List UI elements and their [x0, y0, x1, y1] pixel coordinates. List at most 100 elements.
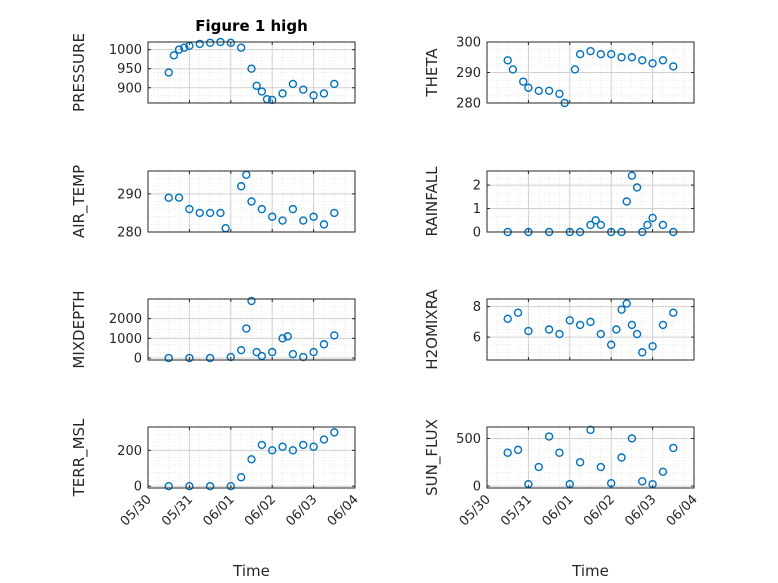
data-point: [236, 345, 246, 355]
y-axis-label: AIR_TEMP: [70, 165, 89, 238]
data-point: [658, 56, 668, 65]
data-point: [669, 62, 678, 71]
data-point: [586, 317, 595, 327]
data-point: [503, 314, 512, 324]
data-point: [669, 443, 678, 453]
data-point: [627, 320, 637, 330]
data-point: [607, 479, 616, 488]
data-point: [247, 197, 256, 206]
y-tick-label: 290: [117, 187, 142, 202]
data-point: [257, 87, 267, 96]
data-point: [596, 220, 606, 230]
data-point: [330, 208, 339, 218]
data-point: [669, 308, 678, 317]
data-point: [658, 220, 668, 230]
data-point: [575, 50, 585, 59]
axes-frame: [486, 170, 695, 233]
data-point: [236, 182, 246, 191]
data-point: [607, 340, 616, 349]
data-point: [164, 482, 173, 491]
data-point: [508, 65, 518, 74]
data-point: [236, 43, 246, 52]
data-point: [330, 331, 339, 340]
data-point: [252, 81, 261, 91]
y-tick-label: 500: [456, 432, 481, 447]
data-point: [309, 91, 318, 100]
data-point: [195, 208, 204, 218]
y-axis-label: SUN_FLUX: [423, 419, 442, 496]
data-point: [283, 332, 292, 341]
data-point: [226, 482, 236, 491]
data-point: [185, 353, 194, 363]
data-point: [299, 440, 308, 450]
data-point: [607, 50, 616, 59]
data-point: [544, 86, 554, 96]
data-point: [216, 208, 225, 218]
y-tick-label: 0: [473, 480, 481, 495]
y-tick-label: 280: [456, 97, 481, 112]
data-point: [555, 329, 564, 339]
data-point: [180, 43, 189, 52]
axes-frame: [147, 170, 356, 233]
data-point: [226, 38, 236, 47]
y-tick-label: 280: [117, 226, 142, 241]
subplot-air-temp: 280 290 AIR_TEMP: [70, 165, 356, 241]
y-tick-label: 2000: [109, 312, 142, 327]
data-point: [519, 77, 528, 86]
data-point: [524, 83, 533, 92]
data-point: [617, 53, 626, 62]
data-point: [319, 435, 329, 444]
data-point: [638, 477, 647, 486]
data-point: [503, 56, 512, 65]
data-point: [591, 216, 600, 225]
data-point: [612, 325, 621, 334]
data-point: [309, 442, 318, 451]
data-point: [268, 446, 277, 455]
subplot-rainfall: 0 1 2 RAINFALL: [423, 166, 695, 241]
data-point: [622, 299, 631, 308]
data-point: [627, 53, 637, 62]
data-point: [513, 308, 523, 317]
axes-frame: [147, 298, 356, 361]
data-point: [205, 208, 215, 218]
data-point: [257, 440, 267, 450]
data-point: [205, 353, 215, 363]
data-point: [596, 462, 606, 472]
data-point: [555, 89, 564, 99]
y-tick-label: 0: [134, 352, 142, 367]
data-point: [534, 462, 543, 472]
data-point: [575, 320, 585, 330]
data-point: [247, 455, 256, 464]
data-point: [278, 89, 287, 98]
data-point: [319, 340, 329, 349]
data-point: [596, 329, 606, 339]
data-point: [565, 316, 574, 325]
data-point: [278, 334, 287, 343]
data-point: [658, 320, 668, 330]
axes-frame: [486, 41, 695, 104]
data-point: [164, 353, 173, 363]
data-point: [627, 434, 637, 443]
data-point: [268, 212, 277, 221]
data-point: [643, 220, 652, 230]
x-axis-label: Time: [232, 562, 270, 580]
data-point: [632, 329, 642, 339]
data-point: [205, 38, 215, 47]
data-point: [169, 51, 179, 60]
axes-frame: [147, 426, 356, 489]
figure-title: Figure 1 high: [195, 17, 308, 35]
y-tick-label: 0: [473, 226, 481, 241]
data-point: [242, 324, 251, 333]
y-axis-label: MIXDEPTH: [70, 290, 88, 368]
y-tick-label: 6: [473, 331, 481, 346]
y-axis-label: H2OMIXRA: [423, 289, 441, 370]
data-point: [632, 183, 642, 192]
data-point: [658, 467, 668, 476]
data-point: [288, 204, 298, 214]
data-point: [299, 352, 308, 362]
data-point: [503, 448, 512, 457]
data-point: [174, 45, 184, 54]
y-axis-label: PRESSURE: [70, 33, 88, 112]
data-point: [309, 347, 318, 357]
data-point: [544, 432, 554, 441]
